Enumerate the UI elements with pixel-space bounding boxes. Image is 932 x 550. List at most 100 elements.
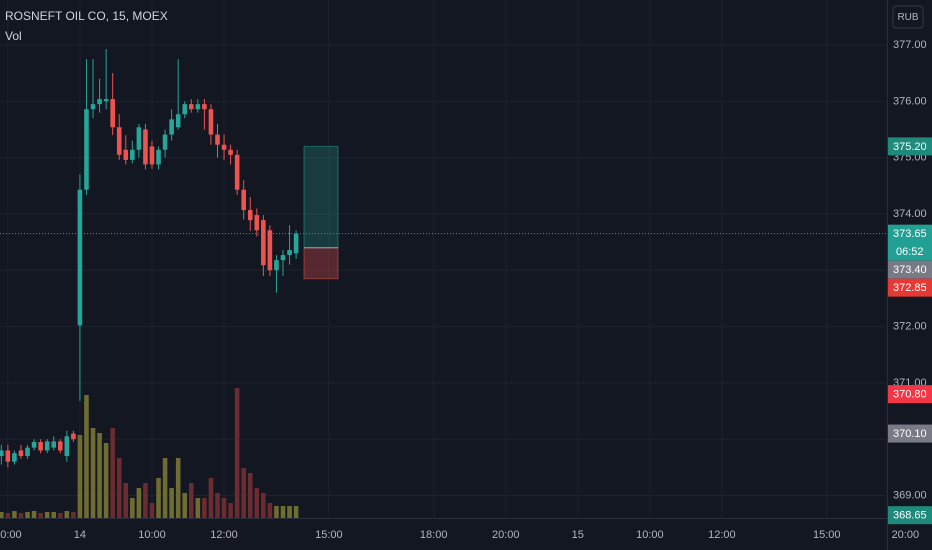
candle-body [110,99,115,128]
price-badge-label: 373.65 [893,228,927,240]
symbol-title: ROSNEFT OIL CO, 15, MOEX [5,9,168,23]
candle-body [169,119,174,135]
volume-bar [38,513,43,518]
volume-bar [228,503,233,518]
volume-bar [51,512,57,518]
y-tick-label: 369.00 [893,489,927,501]
price-badge-label: 372.85 [893,282,927,294]
candle-body [123,149,129,160]
x-tick-label: 10:00 [636,529,664,541]
x-tick-label: 12:00 [210,529,238,541]
volume-bar [274,506,279,518]
price-badge [888,137,932,156]
volume-bar [0,512,4,518]
candle-body [254,215,260,231]
currency-label[interactable]: RUB [897,12,918,23]
x-tick-label: 20:00 [0,529,22,541]
candle-body [162,134,168,150]
volume-bar [221,498,227,518]
x-tick-label: 15:00 [315,529,343,541]
volume-bar [31,511,37,518]
volume-bar [97,433,102,518]
volume-bar [195,498,201,518]
volume-bar [44,512,50,518]
volume-bar [116,458,122,518]
y-tick-label: 374.00 [893,208,927,220]
candle-body [241,189,246,211]
x-tick-label: 20:00 [492,529,520,541]
volume-bar [90,428,96,518]
candle-body [84,109,89,190]
volume-bar [25,512,30,518]
candle-body [287,249,292,256]
volume-bar [57,513,63,518]
candle-body [247,210,253,221]
candle-body [12,453,17,462]
candle-body [77,189,83,326]
volume-bar [143,483,148,518]
plot [0,48,887,518]
candle-body [0,450,4,457]
y-tick-label: 376.00 [893,95,927,107]
countdown-label: 06:52 [896,246,924,258]
candle-body [156,149,161,165]
price-badge [888,385,932,404]
volume-bar [175,458,181,518]
volume-bar [162,458,168,518]
candle-body [116,127,122,155]
price-badge [888,506,932,525]
volume-bar [77,435,83,518]
candle-body [90,104,96,110]
volume-bar [254,488,260,518]
price-badges: 375.20 373.65 06:52 373.40 372.85 370.80 370.1… [888,137,932,525]
price-badge [888,278,932,297]
x-tick-label: 14 [74,529,86,541]
volume-bar [202,498,207,518]
candle-body [57,441,63,451]
candle-body [97,99,102,105]
x-tick-label: 10:00 [138,529,166,541]
x-tick-label: 15:00 [813,529,841,541]
price-badge-label: 368.65 [893,510,927,522]
volume-bar [215,493,220,518]
volume-bar [234,388,240,518]
price-badge [888,224,932,261]
candle-body [188,104,194,110]
candle-body [195,104,201,110]
volume-bar [110,428,115,518]
x-tick-label: 15 [572,529,584,541]
candle-body [267,230,273,271]
volume-bar [188,483,194,518]
candle-body [261,220,266,266]
volume-bar [5,513,11,518]
candle-body [130,149,135,160]
price-badge-label: 375.20 [893,141,927,153]
volume-bar [149,503,155,518]
volume-bar [280,506,286,518]
volume-bar [103,443,109,518]
candle-body [149,146,155,165]
y-tick-label: 377.00 [893,39,927,51]
price-badge [888,260,932,279]
candle-body [25,447,30,457]
candle-body [293,233,299,254]
position-profit-zone [303,145,339,249]
volume-bar [293,506,299,518]
candle-body [175,114,181,128]
price-badge [888,424,932,443]
volume-bar [287,506,292,518]
volume-bar [267,503,273,518]
volume-bar [169,488,174,518]
candle-body [143,129,148,165]
candle-body [103,99,109,102]
candle-body [221,144,227,150]
price-badge-label: 370.80 [893,389,927,401]
candle-body [44,441,50,451]
volume-bar [247,473,253,518]
currency-button[interactable] [892,5,924,29]
volume-bar [71,512,76,518]
candle-body [202,104,207,110]
volume-bar [64,511,70,518]
